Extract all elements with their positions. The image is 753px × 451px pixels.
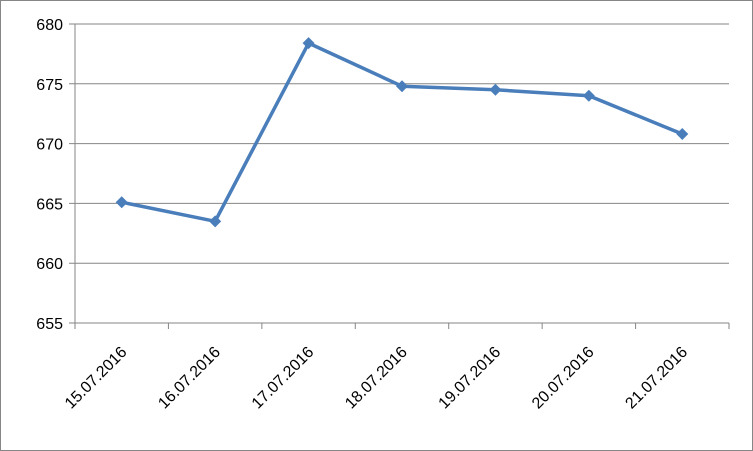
- y-tick-label: 665: [36, 196, 63, 213]
- marker: [302, 37, 315, 50]
- marker: [582, 89, 595, 102]
- marker: [676, 128, 689, 141]
- marker: [115, 196, 128, 209]
- marker: [209, 215, 222, 228]
- y-tick-label: 675: [36, 77, 63, 94]
- marker: [489, 83, 502, 96]
- y-tick-label: 655: [36, 316, 63, 333]
- y-tick-label: 660: [36, 256, 63, 273]
- y-tick-label: 670: [36, 137, 63, 154]
- marker: [396, 80, 408, 93]
- y-tick-label: 680: [36, 17, 63, 34]
